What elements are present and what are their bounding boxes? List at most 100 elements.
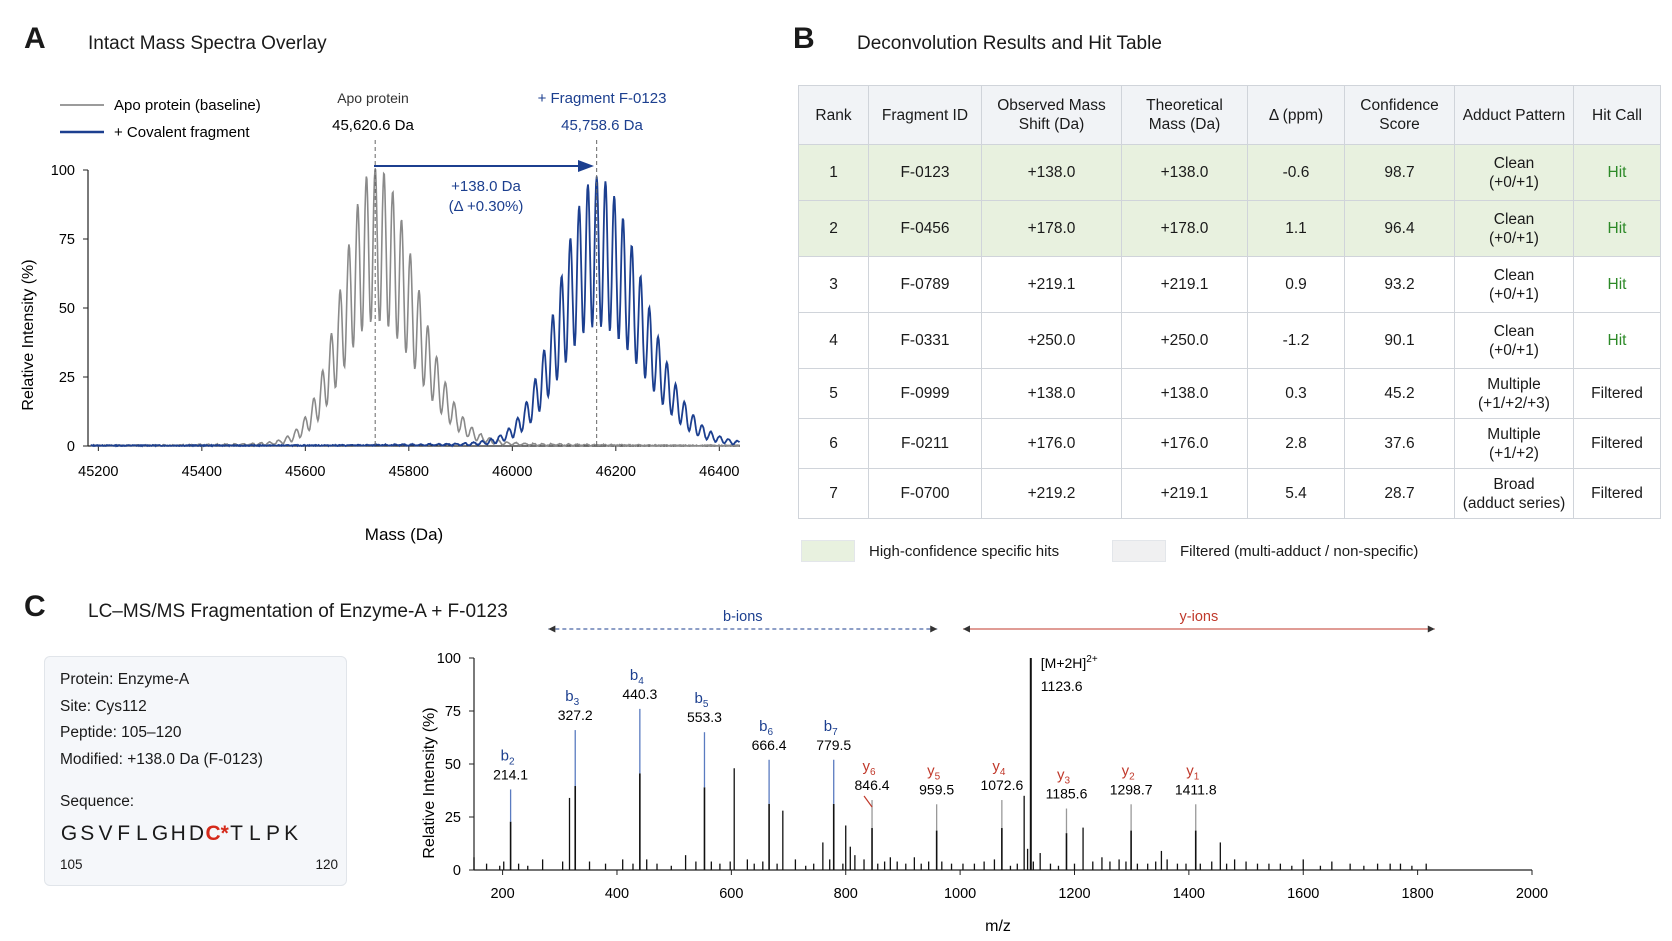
cell-delta-ppm: 0.3: [1247, 368, 1345, 419]
cell-rank: 5: [798, 368, 869, 419]
sequence-residue: S: [80, 822, 95, 845]
chart-c-x-tick-label: 800: [834, 886, 858, 902]
b-ions-bracket-label: b-ions: [723, 609, 763, 625]
ion-letter: b: [695, 690, 703, 707]
cell-delta-ppm: 5.4: [1247, 468, 1345, 519]
cell-observed-shift: +138.0: [981, 144, 1122, 201]
col-header-observed-shift: Observed Mass Shift (Da): [981, 85, 1122, 145]
ion-mz-label: 1411.8: [1175, 781, 1217, 797]
adduct-line-1: Clean: [1493, 210, 1535, 228]
mass-shift-label: +138.0 Da: [451, 178, 521, 195]
ion-subscript: 4: [1000, 767, 1006, 778]
ion-mz-label: 959.5: [919, 781, 954, 797]
adduct-line-1: Clean: [1493, 266, 1535, 284]
legend-hit-swatch: [801, 540, 855, 562]
cell-fragment-id: F-0456: [868, 200, 982, 257]
ion-name-label: b5: [695, 690, 709, 710]
panel-c-title: LC–MS/MS Fragmentation of Enzyme-A + F-0…: [88, 601, 508, 622]
chart-c-x-tick-label: 2000: [1516, 886, 1548, 902]
cell-rank: 1: [798, 144, 869, 201]
ion-subscript: 3: [1064, 776, 1070, 787]
chart-c-x-tick-label: 1400: [1173, 886, 1205, 902]
cell-fragment-id: F-0789: [868, 256, 982, 313]
chart-a-y-tick-label: 50: [59, 301, 75, 317]
info-peptide: Peptide: 105–120: [60, 724, 182, 741]
chart-a-x-tick-label: 45200: [78, 464, 118, 480]
ion-subscript: 4: [638, 676, 644, 687]
cell-hit-call: Hit: [1573, 312, 1661, 369]
cell-delta-ppm: -1.2: [1247, 312, 1345, 369]
cell-confidence: 45.2: [1344, 368, 1455, 419]
ion-letter: b: [759, 718, 767, 735]
cell-observed-shift: +178.0: [981, 200, 1122, 257]
ion-name-label: y2: [1122, 762, 1136, 782]
sequence-residue: P: [265, 822, 280, 845]
table-row: 3 F-0789 +219.1 +219.1 0.9 93.2 Clean (+0/+1) Hi…: [798, 256, 1661, 313]
ion-subscript: 5: [703, 699, 709, 710]
msms-spectrum-chart: 200 400 600 800 1000 1200 1400 1600 1800 20000255…: [421, 609, 1548, 935]
cell-hit-call: Filtered: [1573, 468, 1661, 519]
chart-a-x-tick-label: 45600: [285, 464, 325, 480]
table-row: 1 F-0123 +138.0 +138.0 -0.6 98.7 Clean (+0/+1) H…: [798, 144, 1661, 201]
panel-b-letter: B: [793, 22, 815, 55]
ion-letter: y: [927, 762, 935, 779]
sequence-range: 105 120: [60, 857, 338, 872]
cell-delta-ppm: -0.6: [1247, 144, 1345, 201]
ion-mz-label: 846.4: [855, 777, 890, 793]
cell-fragment-id: F-0331: [868, 312, 982, 369]
sequence-residue: L: [248, 822, 261, 845]
ion-subscript: 6: [870, 767, 876, 778]
sequence-residue: F: [117, 822, 131, 845]
table-legend-filtered: Filtered (multi-adduct / non-specific): [1112, 540, 1418, 562]
adduct-line-1: Multiple: [1487, 425, 1541, 443]
ion-mz-label: 1298.7: [1110, 781, 1153, 797]
table-row: 2 F-0456 +178.0 +178.0 1.1 96.4 Clean (+0/+1) Hi…: [798, 200, 1661, 257]
chart-c-y-tick-label: 100: [437, 651, 461, 667]
intact-mass-chart: Apo protein (baseline) + Covalent fragme…: [20, 90, 741, 544]
modified-residue: C*: [205, 822, 229, 845]
mass-shift-pct: (Δ +0.30%): [449, 198, 524, 215]
cell-adduct: Clean (+0/+1): [1454, 256, 1574, 313]
cell-hit-call: Hit: [1573, 200, 1661, 257]
cell-hit-call: Filtered: [1573, 418, 1661, 469]
col-header-fragment-id: Fragment ID: [868, 85, 982, 145]
cell-confidence: 90.1: [1344, 312, 1455, 369]
info-site: Site: Cys112: [60, 697, 147, 715]
panel-b-title: Deconvolution Results and Hit Table: [857, 33, 1162, 54]
apo-peak-name: Apo protein: [337, 90, 409, 106]
cell-rank: 3: [798, 256, 869, 313]
adduct-line-1: Clean: [1493, 322, 1535, 340]
table-row: 6 F-0211 +176.0 +176.0 2.8 37.6 Multiple (+1/+2…: [798, 418, 1661, 469]
cell-theoretical-mass: +219.1: [1121, 256, 1248, 313]
ion-subscript: 5: [935, 771, 941, 782]
precursor-charge: 2+: [1086, 654, 1098, 665]
table-row: 4 F-0331 +250.0 +250.0 -1.2 90.1 Clean (+0/+1) H…: [798, 312, 1661, 369]
ion-subscript: 6: [767, 727, 773, 738]
cell-observed-shift: +176.0: [981, 418, 1122, 469]
cell-rank: 4: [798, 312, 869, 369]
ion-name-label: y4: [992, 758, 1006, 778]
ion-name-label: y5: [927, 762, 941, 782]
cell-fragment-id: F-0700: [868, 468, 982, 519]
cell-theoretical-mass: +250.0: [1121, 312, 1248, 369]
info-sequence-label: Sequence:: [60, 793, 135, 810]
adduct-line-2: (+0/+1): [1489, 173, 1539, 191]
chart-c-x-tick-label: 1200: [1058, 886, 1090, 902]
cell-delta-ppm: 1.1: [1247, 200, 1345, 257]
y-ions-bracket-right-arrow: [1427, 625, 1435, 633]
fragment-spectrum-line: [90, 176, 741, 448]
b-ions-bracket-right-arrow: [930, 625, 938, 633]
cell-observed-shift: +219.1: [981, 256, 1122, 313]
chart-c-x-tick-label: 600: [719, 886, 743, 902]
ion-mz-label: 553.3: [687, 709, 722, 725]
ion-letter: b: [501, 747, 509, 764]
sequence-end: 120: [315, 857, 338, 872]
peptide-info-box: Protein: Enzyme-A Site: Cys112 Peptide: …: [44, 656, 347, 886]
apo-peak-mass: 45,620.6 Da: [332, 117, 414, 134]
cell-rank: 2: [798, 200, 869, 257]
precursor-label-text: [M+2H]: [1041, 655, 1087, 671]
adduct-line-1: Broad: [1493, 475, 1535, 493]
cell-adduct: Multiple (+1/+2): [1454, 418, 1574, 469]
cell-fragment-id: F-0123: [868, 144, 982, 201]
chart-c-x-tick-label: 1800: [1401, 886, 1433, 902]
